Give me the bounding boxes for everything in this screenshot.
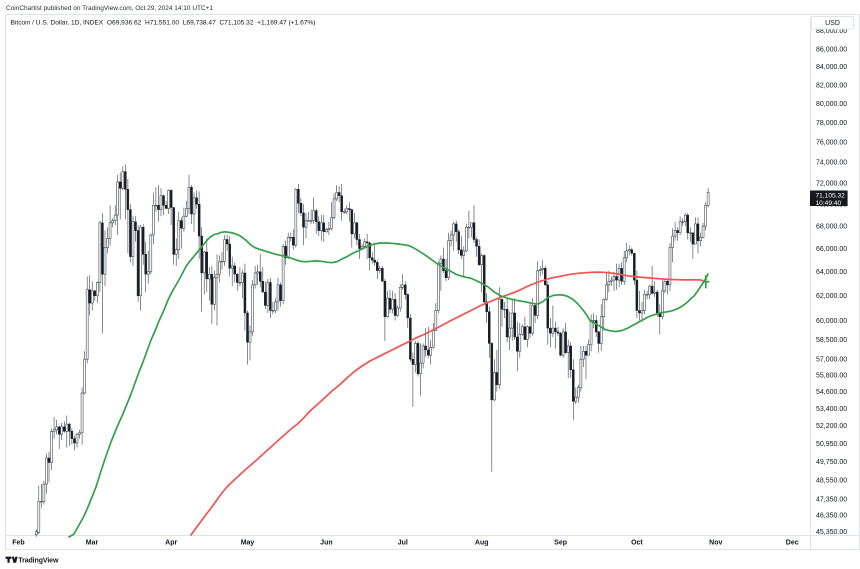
svg-text:74,000.00: 74,000.00: [816, 160, 847, 167]
svg-text:86,000.00: 86,000.00: [816, 46, 847, 53]
svg-text:47,350.00: 47,350.00: [816, 496, 847, 503]
svg-text:Feb: Feb: [12, 540, 24, 547]
svg-text:48,550.00: 48,550.00: [816, 478, 847, 485]
svg-text:78,000.00: 78,000.00: [816, 120, 847, 127]
svg-text:TradingView: TradingView: [18, 557, 59, 564]
svg-text:50,950.00: 50,950.00: [816, 441, 847, 448]
svg-text:May: May: [241, 540, 255, 547]
svg-text:60,000.00: 60,000.00: [816, 318, 847, 325]
svg-text:66,000.00: 66,000.00: [816, 246, 847, 253]
svg-text:68,000.00: 68,000.00: [816, 224, 847, 231]
svg-text:64,000.00: 64,000.00: [816, 269, 847, 276]
svg-text:76,000.00: 76,000.00: [816, 140, 847, 147]
svg-text:Sep: Sep: [554, 540, 567, 547]
svg-text:52,200.00: 52,200.00: [816, 423, 847, 430]
svg-text:54,600.00: 54,600.00: [816, 389, 847, 396]
svg-text:Bitcoin / U.S. Dollar, 1D, IND: Bitcoin / U.S. Dollar, 1D, INDEX O69,936…: [11, 20, 316, 27]
svg-text:Mar: Mar: [86, 540, 99, 547]
svg-text:Jun: Jun: [320, 540, 332, 547]
svg-text:49,750.00: 49,750.00: [816, 459, 847, 466]
svg-text:Aug: Aug: [475, 540, 489, 547]
svg-text:88,000.00: 88,000.00: [816, 28, 847, 35]
svg-text:USD: USD: [825, 20, 840, 27]
svg-text:55,800.00: 55,800.00: [816, 373, 847, 380]
svg-text:72,000.00: 72,000.00: [816, 180, 847, 187]
svg-text:71,105.32: 71,105.32: [816, 192, 846, 199]
svg-text:10:49:40: 10:49:40: [816, 200, 842, 207]
svg-text:Dec: Dec: [786, 540, 799, 547]
svg-text:62,000.00: 62,000.00: [816, 293, 847, 300]
svg-text:82,000.00: 82,000.00: [816, 82, 847, 89]
svg-text:Oct: Oct: [631, 540, 643, 547]
svg-text:CoinChartist published on Trad: CoinChartist published on TradingView.co…: [6, 5, 213, 12]
svg-text:45,350.00: 45,350.00: [816, 529, 847, 536]
svg-text:80,000.00: 80,000.00: [816, 101, 847, 108]
svg-text:Nov: Nov: [709, 540, 722, 547]
svg-text:53,400.00: 53,400.00: [816, 406, 847, 413]
svg-text:46,350.00: 46,350.00: [816, 513, 847, 520]
svg-text:57,000.00: 57,000.00: [816, 357, 847, 364]
svg-text:84,000.00: 84,000.00: [816, 64, 847, 71]
svg-text:Apr: Apr: [165, 540, 177, 547]
svg-text:58,500.00: 58,500.00: [816, 337, 847, 344]
svg-text:Jul: Jul: [398, 540, 408, 547]
